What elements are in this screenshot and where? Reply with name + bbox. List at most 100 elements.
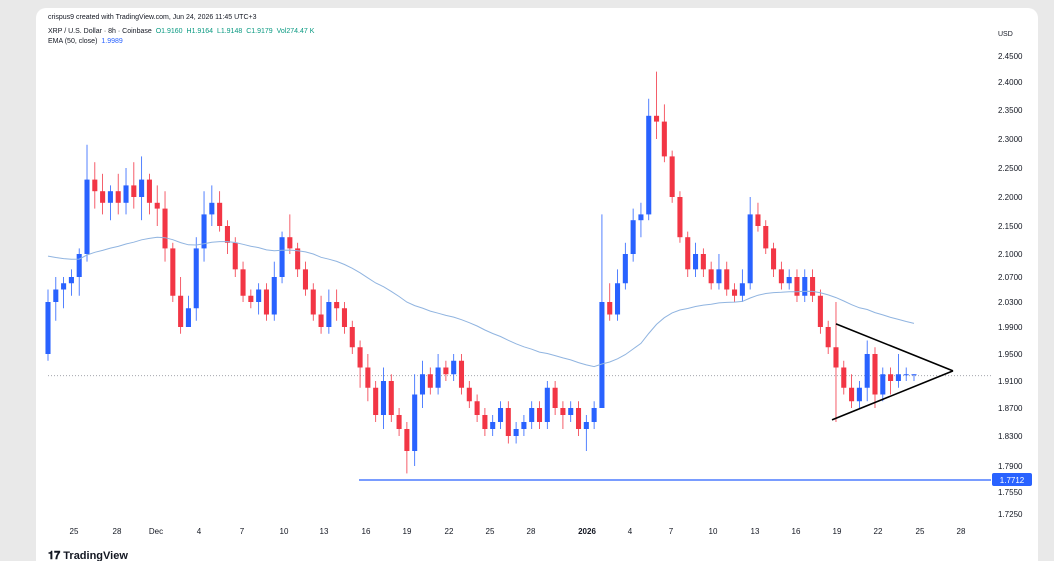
ohlc-open: O1.9160 [155, 28, 183, 35]
candle-body [435, 367, 441, 388]
candle-body [802, 277, 808, 296]
candle-body [310, 289, 316, 315]
candle-body [638, 214, 644, 221]
candle-body [201, 214, 207, 249]
candle-body [497, 408, 504, 422]
candle-body [521, 422, 527, 429]
candle-body [302, 269, 308, 290]
x-tick-label: 10 [709, 527, 718, 536]
candle-body [474, 401, 480, 415]
x-tick-label: 19 [833, 527, 842, 536]
candle-body [817, 295, 823, 327]
candle-body [224, 226, 230, 243]
candle-body [341, 308, 348, 327]
candle-body [841, 367, 847, 388]
candle-body [53, 289, 59, 302]
candle-body [747, 214, 753, 284]
candle-body [693, 254, 699, 270]
candle-body [716, 269, 722, 284]
candle-body [872, 354, 878, 395]
candle-body [61, 283, 67, 290]
candle-body [763, 226, 769, 249]
x-tick-label: 13 [320, 527, 329, 536]
candle-body [911, 374, 917, 376]
candle-body [903, 374, 909, 376]
candle-body [568, 408, 574, 415]
candle-body [661, 121, 667, 157]
candle-body [864, 354, 870, 388]
y-tick-label: 2.0300 [998, 298, 1023, 307]
y-tick-label: 1.7250 [998, 510, 1023, 519]
candle-body [287, 237, 293, 249]
candle-body [669, 156, 675, 197]
candle-body [724, 269, 730, 290]
candle-body [536, 408, 543, 422]
candle-body [700, 254, 706, 270]
candle-body [575, 408, 582, 429]
y-tick-label: 2.2500 [998, 164, 1023, 173]
candle-body [92, 179, 98, 192]
x-tick-label: 22 [445, 527, 454, 536]
candle-body [544, 387, 550, 422]
candle-body [240, 269, 246, 296]
ema-line [47, 236, 915, 368]
ema-label: EMA (50, close) [48, 38, 98, 45]
candle-body [295, 248, 301, 270]
candle-body [334, 302, 340, 309]
candle-body [849, 387, 855, 402]
candle-body [825, 327, 831, 348]
candle-body [622, 254, 628, 284]
candle-body [217, 202, 223, 226]
candle-body [427, 374, 433, 388]
x-tick-label: 10 [280, 527, 289, 536]
x-tick-label: 16 [362, 527, 371, 536]
support-price-tag [992, 472, 1032, 486]
y-tick-label: 1.7900 [998, 462, 1023, 471]
candle-body [123, 185, 129, 203]
candle-body [708, 269, 714, 284]
candle-body [677, 197, 683, 238]
candle-body [614, 283, 621, 315]
candle-body [373, 387, 379, 415]
candle-body [646, 115, 652, 215]
candle-body [349, 327, 355, 348]
candle-body [326, 302, 332, 327]
ohlc-low: L1.9148 [216, 28, 243, 35]
x-tick-label: 25 [916, 527, 925, 536]
currency-label: USD [998, 31, 1013, 38]
triangle-upper-line [835, 323, 954, 372]
candle-body [630, 220, 636, 254]
candle-body [591, 408, 597, 422]
price-chart[interactable]: 2.4500 2.4000 2.3500 2.3000 2.2500 2.2000 2.15… [36, 8, 1038, 561]
y-tick-label: 2.2000 [998, 193, 1023, 202]
support-price-label: 1.7712 [1000, 476, 1025, 485]
y-tick-label: 2.1500 [998, 222, 1023, 231]
tradingview-logo: 𝟏𝟕 TradingView [48, 550, 128, 561]
candle-body [404, 429, 410, 451]
candle-body [380, 381, 387, 415]
candle-body [396, 415, 402, 429]
x-tick-label: 28 [113, 527, 122, 536]
ohlc-high: H1.9164 [186, 28, 213, 35]
candle-body [170, 248, 176, 296]
candle-body [786, 277, 792, 284]
candle-body [583, 422, 589, 429]
candle-body [482, 415, 488, 429]
candle-body [45, 302, 51, 354]
candle-body [318, 314, 324, 327]
tv-mark-icon: 𝟏𝟕 [48, 550, 61, 561]
candle-body [100, 191, 106, 203]
candle-body [193, 248, 199, 309]
y-tick-label: 2.3500 [998, 106, 1023, 115]
candle-body [529, 408, 535, 422]
candle-body [162, 208, 168, 249]
candle-body [794, 277, 800, 296]
x-tick-label: 4 [197, 527, 202, 536]
candle-body [895, 374, 901, 381]
candle-body [599, 302, 605, 408]
candle-body [513, 429, 519, 436]
candle-body [209, 202, 215, 215]
candle-body [888, 374, 894, 381]
x-tick-label: 2026 [578, 527, 596, 536]
candle-body [755, 214, 761, 226]
